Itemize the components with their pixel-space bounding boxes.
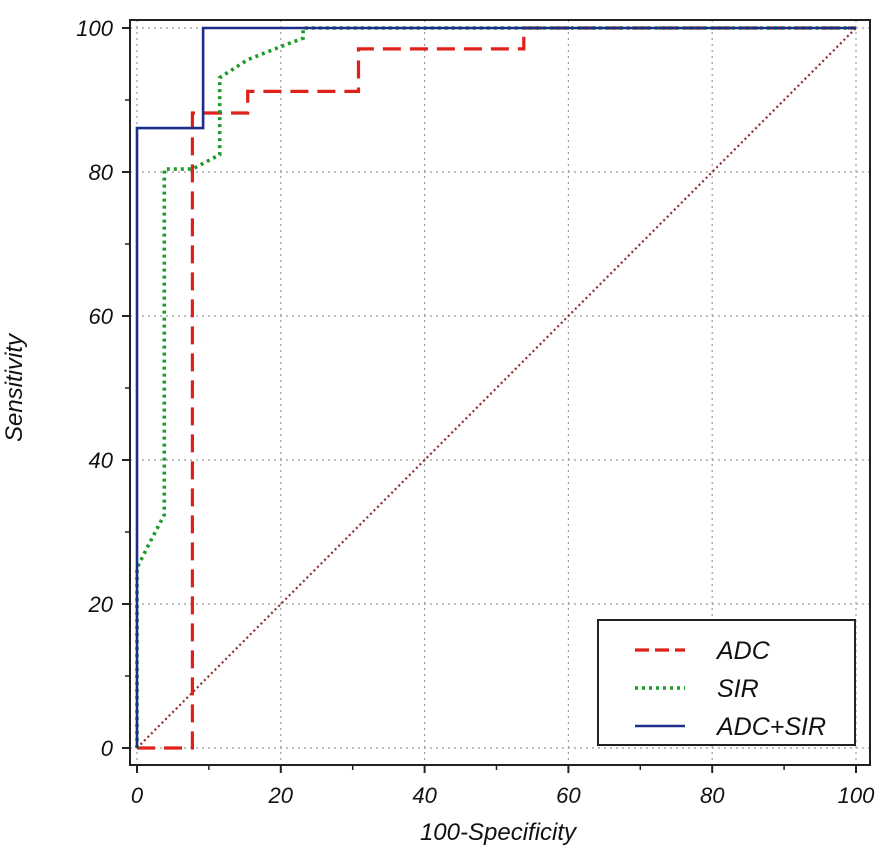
x-tick-label: 80 — [700, 783, 725, 808]
x-tick-label: 40 — [412, 783, 437, 808]
series-line-sir — [135, 26, 856, 748]
y-axis-title: Sensitivity — [1, 332, 28, 442]
y-tick-label: 100 — [76, 16, 113, 41]
x-tick-label: 60 — [556, 783, 581, 808]
plot-frame — [129, 19, 871, 766]
plot-border — [129, 19, 871, 766]
y-tick-label: 80 — [89, 160, 114, 185]
legend-label: ADC — [715, 637, 771, 665]
series-line-adc — [137, 26, 856, 750]
series-line-adc-sir — [135, 26, 856, 748]
x-tick-label: 0 — [131, 783, 144, 808]
y-tick-label: 60 — [89, 304, 114, 329]
x-tick-label: 20 — [268, 783, 294, 808]
y-tick-label: 20 — [88, 592, 114, 617]
series-lines — [135, 26, 857, 750]
tick-labels: 0 20 40 60 80 100 0 20 40 60 80 100 — [76, 16, 875, 808]
x-axis-title: 100-Specificity — [420, 819, 578, 846]
legend-label: ADC+SIR — [715, 713, 826, 741]
y-tick-label: 40 — [89, 448, 114, 473]
x-tick-label: 100 — [838, 783, 875, 808]
y-tick-label: 0 — [101, 736, 114, 761]
axis-ticks — [122, 27, 857, 773]
legend-box — [597, 619, 856, 746]
legend: ADC SIR ADC+SIR — [597, 619, 856, 746]
legend-label: SIR — [717, 675, 759, 703]
